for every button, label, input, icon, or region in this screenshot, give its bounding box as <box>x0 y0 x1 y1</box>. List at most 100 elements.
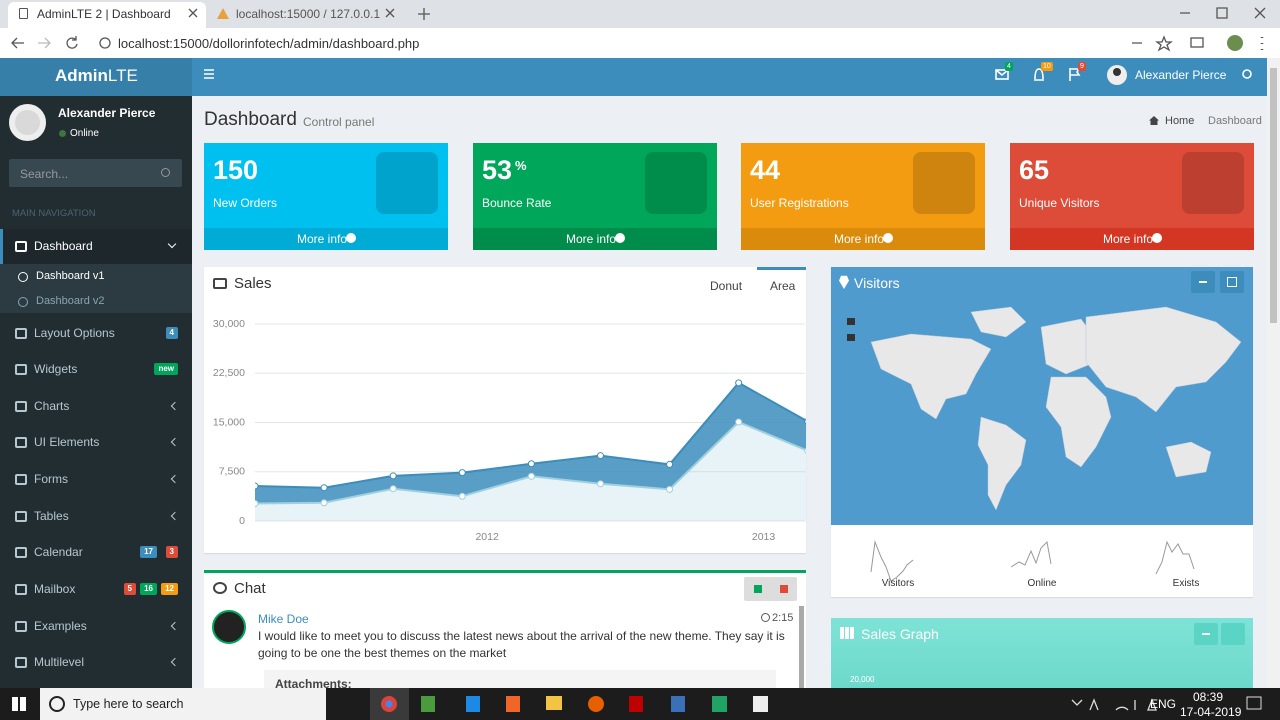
attachments-label: Attachments: <box>275 677 352 691</box>
stat-label: Bounce Rate <box>482 196 552 210</box>
stat-link[interactable]: More info <box>566 232 617 246</box>
nav-label[interactable]: Examples <box>34 619 87 633</box>
nav-item-active[interactable] <box>0 229 192 264</box>
collapse-button[interactable] <box>1191 271 1215 293</box>
page-subtitle: Control panel <box>303 115 375 129</box>
chat-text: I would like to meet you to discuss the … <box>258 629 785 660</box>
sales-box <box>204 267 806 553</box>
breadcrumb[interactable]: Home <box>1165 115 1195 127</box>
taskbar-search[interactable] <box>40 688 326 720</box>
stat-icon <box>913 152 975 214</box>
grid-icon <box>840 627 854 639</box>
search-text: Type here to search <box>73 697 184 711</box>
nav-label[interactable]: Calendar <box>34 545 83 559</box>
stat-value: 150 <box>213 155 259 185</box>
sales-graph-box <box>831 618 1253 688</box>
clock-time[interactable]: 08:39 <box>1193 690 1224 704</box>
page-title: Dashboard <box>204 109 297 130</box>
sales-icon <box>213 278 227 289</box>
tab-title[interactable]: localhost:15000 / 127.0.0.1 / doll <box>236 8 382 20</box>
logo-text: AdminLTE <box>55 67 138 84</box>
scrollbar[interactable] <box>1267 58 1280 688</box>
nav-badge: 12 <box>161 583 178 595</box>
chart-tab[interactable]: Donut <box>710 279 743 293</box>
nav-icon <box>15 241 27 252</box>
clock-date[interactable]: 17-04-2019 <box>1180 705 1242 719</box>
map-marker-icon <box>839 275 849 289</box>
url[interactable]: localhost:15000/dollorinfotech/admin/das… <box>118 36 420 51</box>
home-icon <box>1149 116 1159 125</box>
logo-light: LTE <box>107 66 138 85</box>
notification-badge: 4 <box>1005 62 1013 71</box>
search-icon <box>161 168 170 177</box>
stat-link[interactable]: More info <box>297 232 348 246</box>
nav-icon <box>15 328 27 339</box>
nav-icon <box>15 364 27 375</box>
submenu-label[interactable]: Dashboard v2 <box>36 295 105 307</box>
language[interactable]: ENG <box>1150 697 1177 711</box>
submenu-label[interactable]: Dashboard v1 <box>36 270 105 282</box>
collapse-button[interactable] <box>1194 623 1218 645</box>
chat-author[interactable]: Mike Doe <box>258 612 309 626</box>
nav-label[interactable]: Multilevel <box>34 655 85 669</box>
taskbar-icons <box>370 688 1262 720</box>
nav-icon <box>15 474 27 485</box>
chat-title: Chat <box>234 580 266 597</box>
chart-tab[interactable]: Area <box>770 279 796 293</box>
nav-icon <box>15 401 27 412</box>
arrow-icon <box>1152 233 1162 243</box>
nav-label[interactable]: Tables <box>34 509 69 523</box>
nav-icon <box>15 657 27 668</box>
nav-badge: 17 <box>140 546 157 558</box>
active-tab[interactable] <box>8 2 206 28</box>
nav-label[interactable]: UI Elements <box>34 435 100 449</box>
visitors-header <box>831 267 1253 525</box>
nav-icon <box>15 584 27 595</box>
stat-link[interactable]: More info <box>834 232 885 246</box>
sales-graph-title: Sales Graph <box>861 626 939 642</box>
nav-icon <box>15 437 27 448</box>
nav-icon <box>15 547 27 558</box>
nav-label[interactable]: Dashboard <box>34 239 93 253</box>
nav-header: MAIN NAVIGATION <box>12 208 96 219</box>
nav-label[interactable]: Widgets <box>34 362 78 376</box>
chat-scrollbar[interactable] <box>799 606 804 688</box>
stat-footer[interactable] <box>204 228 448 250</box>
nav-badge: new <box>154 363 178 375</box>
cortana-icon <box>49 696 65 712</box>
tab-title: AdminLTE 2 | Dashboard <box>37 7 171 21</box>
nav-label[interactable]: Forms <box>34 472 68 486</box>
world-map <box>847 306 1242 582</box>
navbar-icons <box>204 65 1252 85</box>
navbar-user[interactable]: Alexander Pierce <box>1135 68 1227 82</box>
nav-label[interactable]: Charts <box>34 399 70 413</box>
start-button[interactable] <box>12 697 26 711</box>
visitor-stat-label: Online <box>1027 578 1057 589</box>
search-placeholder: Search... <box>20 167 69 181</box>
submenu-dot <box>18 272 28 282</box>
browser-icons <box>11 7 1266 52</box>
nav-label[interactable]: Layout Options <box>34 326 115 340</box>
submenu <box>0 264 192 313</box>
stat-footer[interactable] <box>473 228 717 250</box>
chat-time: 2:15 <box>772 612 794 624</box>
close-button[interactable] <box>1221 623 1245 645</box>
nav-icon <box>15 621 27 632</box>
nav-label[interactable]: Mailbox <box>34 582 76 596</box>
arrow-icon <box>883 233 893 243</box>
search-box[interactable] <box>9 159 182 187</box>
stat-link[interactable]: More info <box>1103 232 1154 246</box>
active-tab-marker <box>757 267 806 270</box>
calendar-button[interactable] <box>1220 271 1244 293</box>
tab-icon <box>19 8 28 19</box>
stat-footer[interactable] <box>741 228 985 250</box>
stat-icon <box>376 152 438 214</box>
logo[interactable] <box>0 58 192 96</box>
chat-avatar <box>212 610 246 644</box>
arrow-icon <box>346 233 356 243</box>
nav-badge: 16 <box>140 583 157 595</box>
chat-icon <box>213 582 227 594</box>
stat-footer[interactable] <box>1010 228 1254 250</box>
stat-unit: % <box>515 158 527 173</box>
